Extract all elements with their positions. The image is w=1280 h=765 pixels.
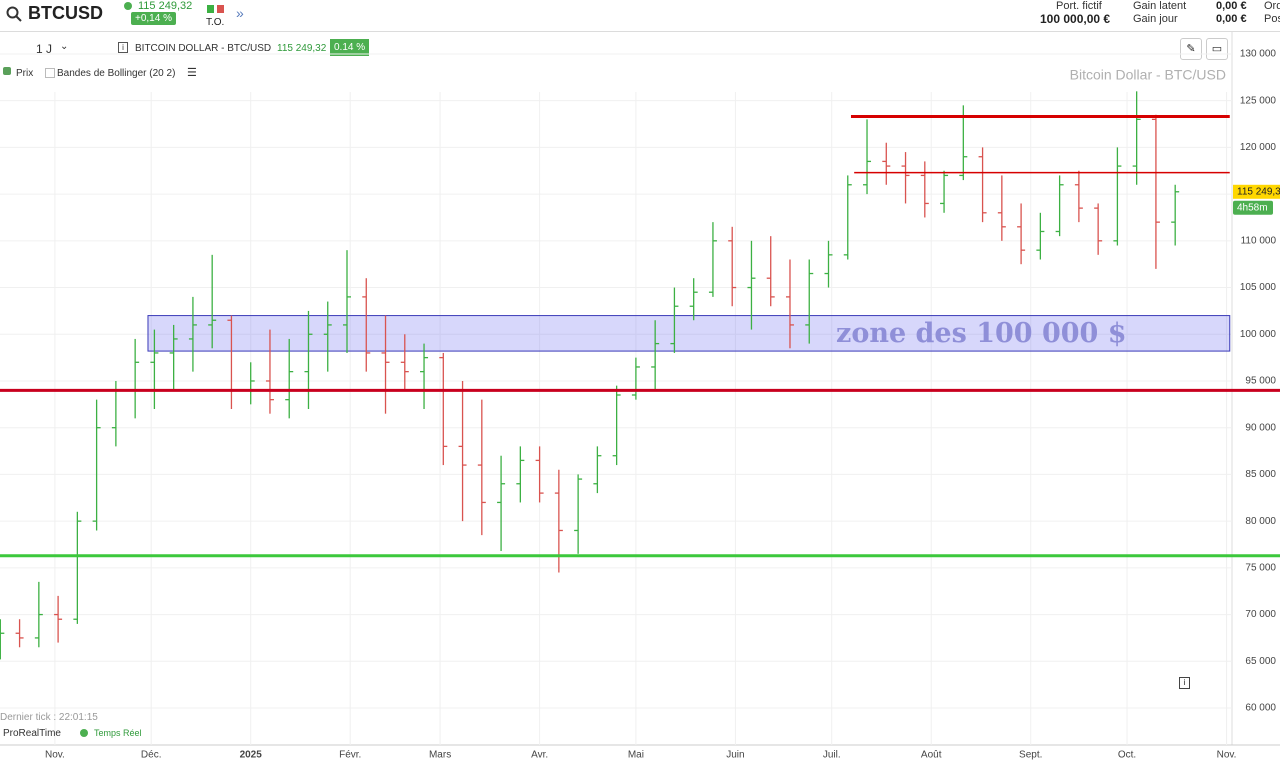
x-tick-label: Oct. [1118, 750, 1136, 761]
tools-button[interactable]: ✎ [1180, 38, 1202, 60]
window-button[interactable]: ▭ [1206, 38, 1228, 60]
latent-label: Gain latent [1133, 0, 1187, 12]
watermark: Bitcoin Dollar - BTC/USD [1070, 67, 1226, 83]
change: +0,14 % [131, 12, 176, 25]
y-tick-label: 70 000 [1245, 609, 1276, 620]
realtime-dot [80, 729, 88, 737]
search-icon[interactable] [6, 6, 22, 22]
x-tick-label: Sept. [1019, 750, 1042, 761]
day-label: Gain jour [1133, 13, 1178, 25]
indicator-bollinger[interactable]: Bandes de Bollinger (20 2) [57, 68, 176, 79]
indicator-price[interactable]: Prix [16, 68, 34, 79]
top-bar: BTCUSD 115 249,32 +0,14 % T.O. » Port. f… [0, 0, 1280, 32]
latent-value: 0,00 € [1216, 0, 1247, 12]
brand-name: ProRealTime [3, 728, 61, 739]
last-tick: Dernier tick : 22:01:15 [0, 712, 98, 723]
x-tick-label: Avr. [531, 750, 548, 761]
countdown-bg [1233, 200, 1273, 215]
info-button[interactable]: i [1179, 677, 1190, 689]
annotation: zone des 100 000 $ [836, 318, 1127, 349]
portfolio-label: Port. fictif [1056, 0, 1102, 12]
x-tick-label: Juin [726, 750, 744, 761]
y-tick-label: 130 000 [1240, 49, 1277, 60]
y-tick-label: 100 000 [1240, 329, 1277, 340]
x-tick-label: Mars [429, 750, 451, 761]
symbol[interactable]: BTCUSD [28, 3, 103, 23]
y-tick-label: 90 000 [1245, 422, 1276, 433]
x-tick-label: Févr. [339, 750, 361, 761]
portfolio-value: 100 000,00 € [1040, 12, 1111, 26]
y-tick-label: 75 000 [1245, 562, 1276, 573]
toolbar-change: 0.14 % [330, 39, 370, 56]
positions[interactable]: Pos [1264, 13, 1280, 25]
y-tick-label: 95 000 [1245, 376, 1276, 387]
price-tag: 115 249,3 [1237, 186, 1280, 197]
status-dot [124, 2, 132, 10]
y-tick-label: 105 000 [1240, 282, 1277, 293]
price: 115 249,32 [138, 0, 193, 12]
price-tag-bg [1233, 184, 1280, 199]
y-tick-label: 85 000 [1245, 469, 1276, 480]
x-tick-label: Juil. [823, 750, 841, 761]
x-tick-label: Mai [628, 750, 644, 761]
orders[interactable]: Ord [1264, 0, 1280, 12]
trade-label[interactable]: T.O. [206, 17, 225, 28]
x-tick-label: 2025 [240, 750, 263, 761]
period-caret[interactable]: ⌄ [60, 41, 69, 52]
list-icon[interactable]: ☰ [187, 67, 197, 79]
period-select[interactable]: 1 J [36, 42, 53, 56]
x-tick-label: Août [921, 750, 942, 761]
trade-icon[interactable] [206, 3, 226, 15]
instrument: BITCOIN DOLLAR - BTC/USD [135, 43, 272, 54]
y-tick-label: 125 000 [1240, 95, 1277, 106]
info-icon[interactable]: i [118, 42, 128, 53]
x-tick-label: Nov. [45, 750, 65, 761]
countdown: 4h58m [1237, 202, 1268, 213]
day-value: 0,00 € [1216, 13, 1247, 25]
y-tick-label: 80 000 [1245, 516, 1276, 527]
x-tick-label: Nov. [1217, 750, 1237, 761]
x-tick-label: Déc. [141, 750, 162, 761]
bollinger-swatch[interactable] [45, 68, 55, 78]
toolbar-price: 115 249,32 [277, 43, 327, 54]
expand-icon[interactable]: » [236, 5, 244, 21]
y-tick-label: 60 000 [1245, 703, 1276, 714]
price-swatch [3, 67, 11, 75]
brand: ProRealTime [3, 728, 61, 739]
realtime: Temps Réel [94, 728, 142, 738]
y-tick-label: 110 000 [1241, 235, 1277, 246]
y-tick-label: 120 000 [1240, 142, 1277, 153]
y-tick-label: 65 000 [1245, 656, 1276, 667]
